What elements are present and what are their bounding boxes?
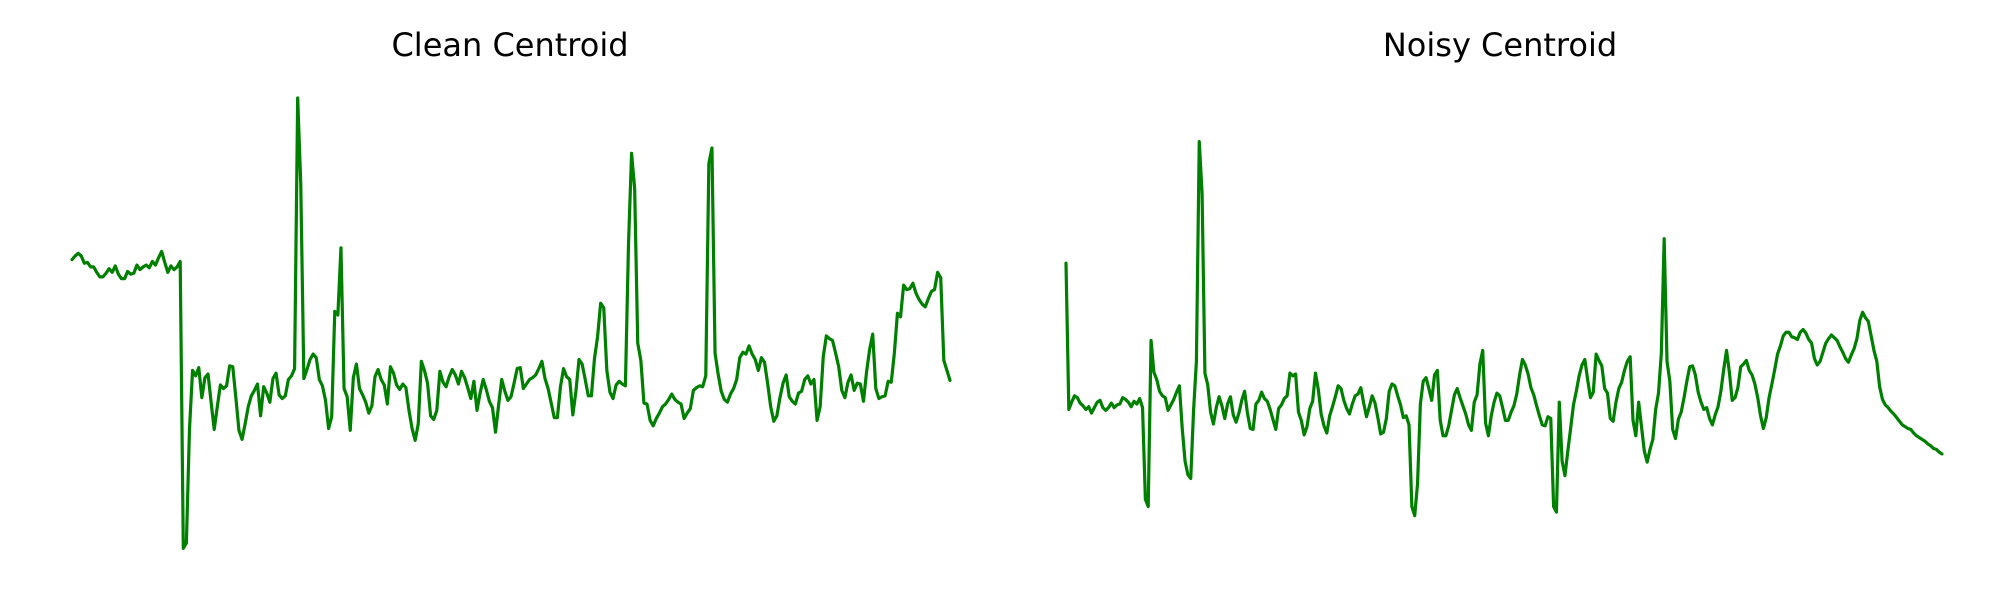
chart-noisy-centroid: Noisy Centroid [1064, 26, 1944, 518]
plot-area-clean-centroid [70, 96, 952, 550]
series-line-1-0 [1064, 139, 1944, 518]
chart-title-noisy-centroid: Noisy Centroid [1383, 26, 1617, 64]
series-line-0-0 [70, 96, 952, 550]
chart-clean-centroid: Clean Centroid [70, 26, 952, 550]
plot-area-noisy-centroid [1064, 139, 1944, 518]
chart-title-clean-centroid: Clean Centroid [391, 26, 628, 64]
